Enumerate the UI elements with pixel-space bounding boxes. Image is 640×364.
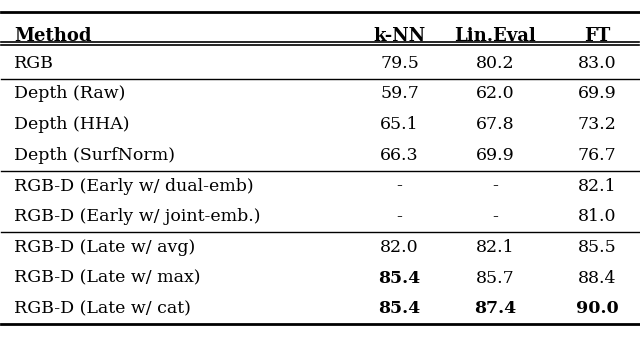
Text: RGB: RGB: [14, 55, 54, 72]
Text: -: -: [397, 178, 403, 194]
Text: Method: Method: [14, 27, 92, 45]
Text: 69.9: 69.9: [578, 86, 616, 102]
Text: 67.8: 67.8: [476, 116, 515, 133]
Text: 65.1: 65.1: [380, 116, 419, 133]
Text: 83.0: 83.0: [578, 55, 616, 72]
Text: 62.0: 62.0: [476, 86, 515, 102]
Text: 90.0: 90.0: [576, 300, 619, 317]
Text: RGB-D (Early w/ joint-emb.): RGB-D (Early w/ joint-emb.): [14, 208, 260, 225]
Text: 82.1: 82.1: [578, 178, 616, 194]
Text: Depth (Raw): Depth (Raw): [14, 86, 125, 102]
Text: 85.4: 85.4: [378, 270, 420, 286]
Text: 85.5: 85.5: [578, 239, 616, 256]
Text: -: -: [492, 208, 498, 225]
Text: RGB-D (Late w/ max): RGB-D (Late w/ max): [14, 270, 200, 286]
Text: 81.0: 81.0: [578, 208, 616, 225]
Text: 59.7: 59.7: [380, 86, 419, 102]
Text: 79.5: 79.5: [380, 55, 419, 72]
Text: 87.4: 87.4: [474, 300, 516, 317]
Text: Depth (SurfNorm): Depth (SurfNorm): [14, 147, 175, 164]
Text: 85.4: 85.4: [378, 300, 420, 317]
Text: -: -: [397, 208, 403, 225]
Text: 69.9: 69.9: [476, 147, 515, 164]
Text: 80.2: 80.2: [476, 55, 515, 72]
Text: 66.3: 66.3: [380, 147, 419, 164]
Text: 85.7: 85.7: [476, 270, 515, 286]
Text: Lin.Eval: Lin.Eval: [454, 27, 536, 45]
Text: RGB-D (Early w/ dual-emb): RGB-D (Early w/ dual-emb): [14, 178, 253, 194]
Text: k-NN: k-NN: [374, 27, 426, 45]
Text: RGB-D (Late w/ avg): RGB-D (Late w/ avg): [14, 239, 195, 256]
Text: FT: FT: [584, 27, 611, 45]
Text: Depth (HHA): Depth (HHA): [14, 116, 130, 133]
Text: 73.2: 73.2: [578, 116, 616, 133]
Text: 88.4: 88.4: [578, 270, 616, 286]
Text: 82.0: 82.0: [380, 239, 419, 256]
Text: 76.7: 76.7: [578, 147, 616, 164]
Text: 82.1: 82.1: [476, 239, 515, 256]
Text: RGB-D (Late w/ cat): RGB-D (Late w/ cat): [14, 300, 191, 317]
Text: -: -: [492, 178, 498, 194]
